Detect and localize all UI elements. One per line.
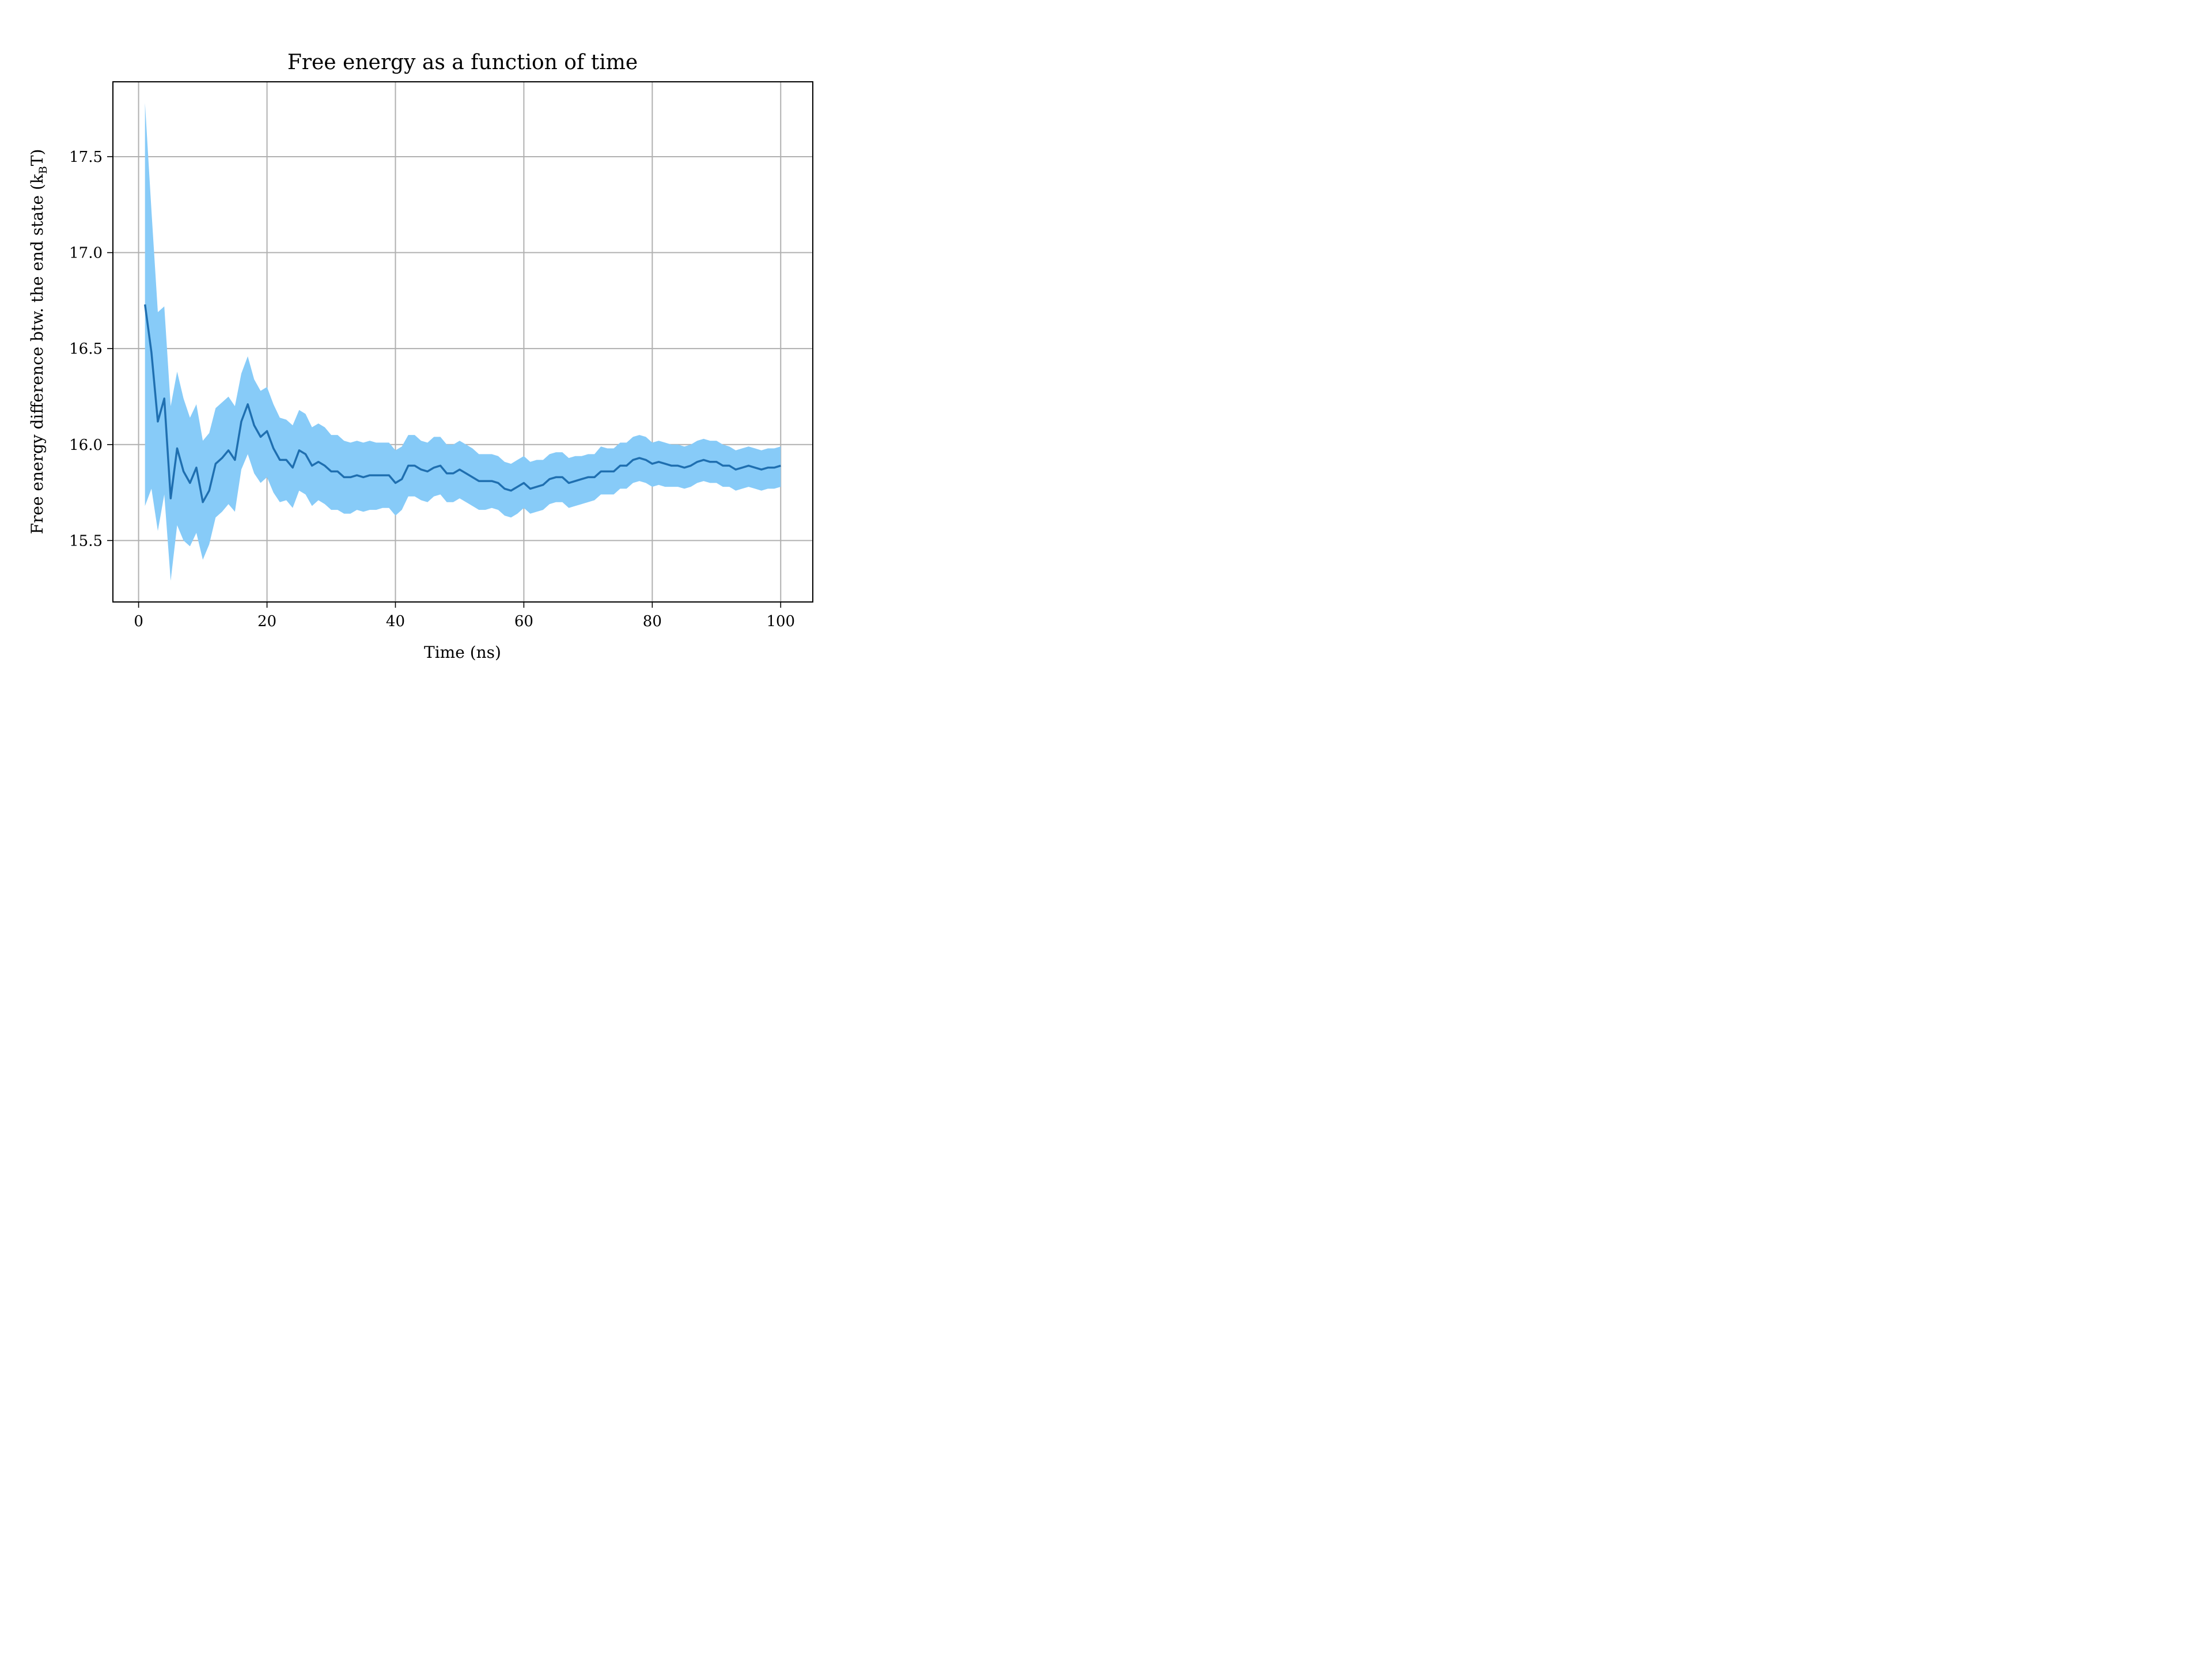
y-axis-label-main: Free energy difference btw. the end stat… <box>28 173 47 534</box>
x-tick-label: 0 <box>134 613 143 630</box>
y-tick-label: 16.0 <box>69 437 103 454</box>
y-tick-label: 16.5 <box>69 340 103 358</box>
confidence-band <box>145 103 781 581</box>
axes-frame <box>112 81 813 603</box>
y-axis-label: Free energy difference btw. the end stat… <box>28 149 50 535</box>
x-tick-label: 20 <box>257 613 276 630</box>
y-axis-label-subscript: B <box>37 166 50 174</box>
x-tick-label: 80 <box>643 613 662 630</box>
x-tick-label: 100 <box>766 613 795 630</box>
grid-layer <box>113 82 813 602</box>
free-energy-line <box>143 304 781 503</box>
y-tick-label: 17.5 <box>69 149 103 166</box>
chart-title: Free energy as a function of time <box>287 51 638 74</box>
tick-layer: 0 20 40 60 80 100 15.5 16.0 16.5 17.0 17.5 <box>69 149 795 630</box>
y-axis-label-end: T) <box>28 149 47 166</box>
x-tick-label: 40 <box>386 613 405 630</box>
x-axis-label: Time (ns) <box>424 643 501 662</box>
chart: 0 20 40 60 80 100 15.5 16.0 16.5 17.0 17.5 Free en… <box>28 51 813 662</box>
x-tick-label: 60 <box>514 613 533 630</box>
y-tick-label: 17.0 <box>69 245 103 262</box>
y-tick-label: 15.5 <box>69 532 103 550</box>
